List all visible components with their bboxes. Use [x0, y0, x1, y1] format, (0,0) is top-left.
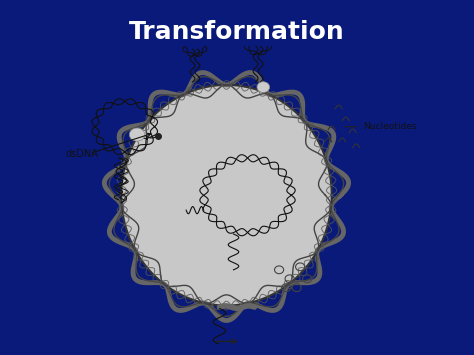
Text: Transformation: Transformation	[129, 20, 345, 44]
Circle shape	[257, 82, 270, 93]
Text: dsDNA: dsDNA	[65, 148, 98, 158]
Ellipse shape	[121, 85, 332, 306]
Text: Nucleotides: Nucleotides	[363, 122, 417, 131]
Circle shape	[129, 128, 145, 141]
